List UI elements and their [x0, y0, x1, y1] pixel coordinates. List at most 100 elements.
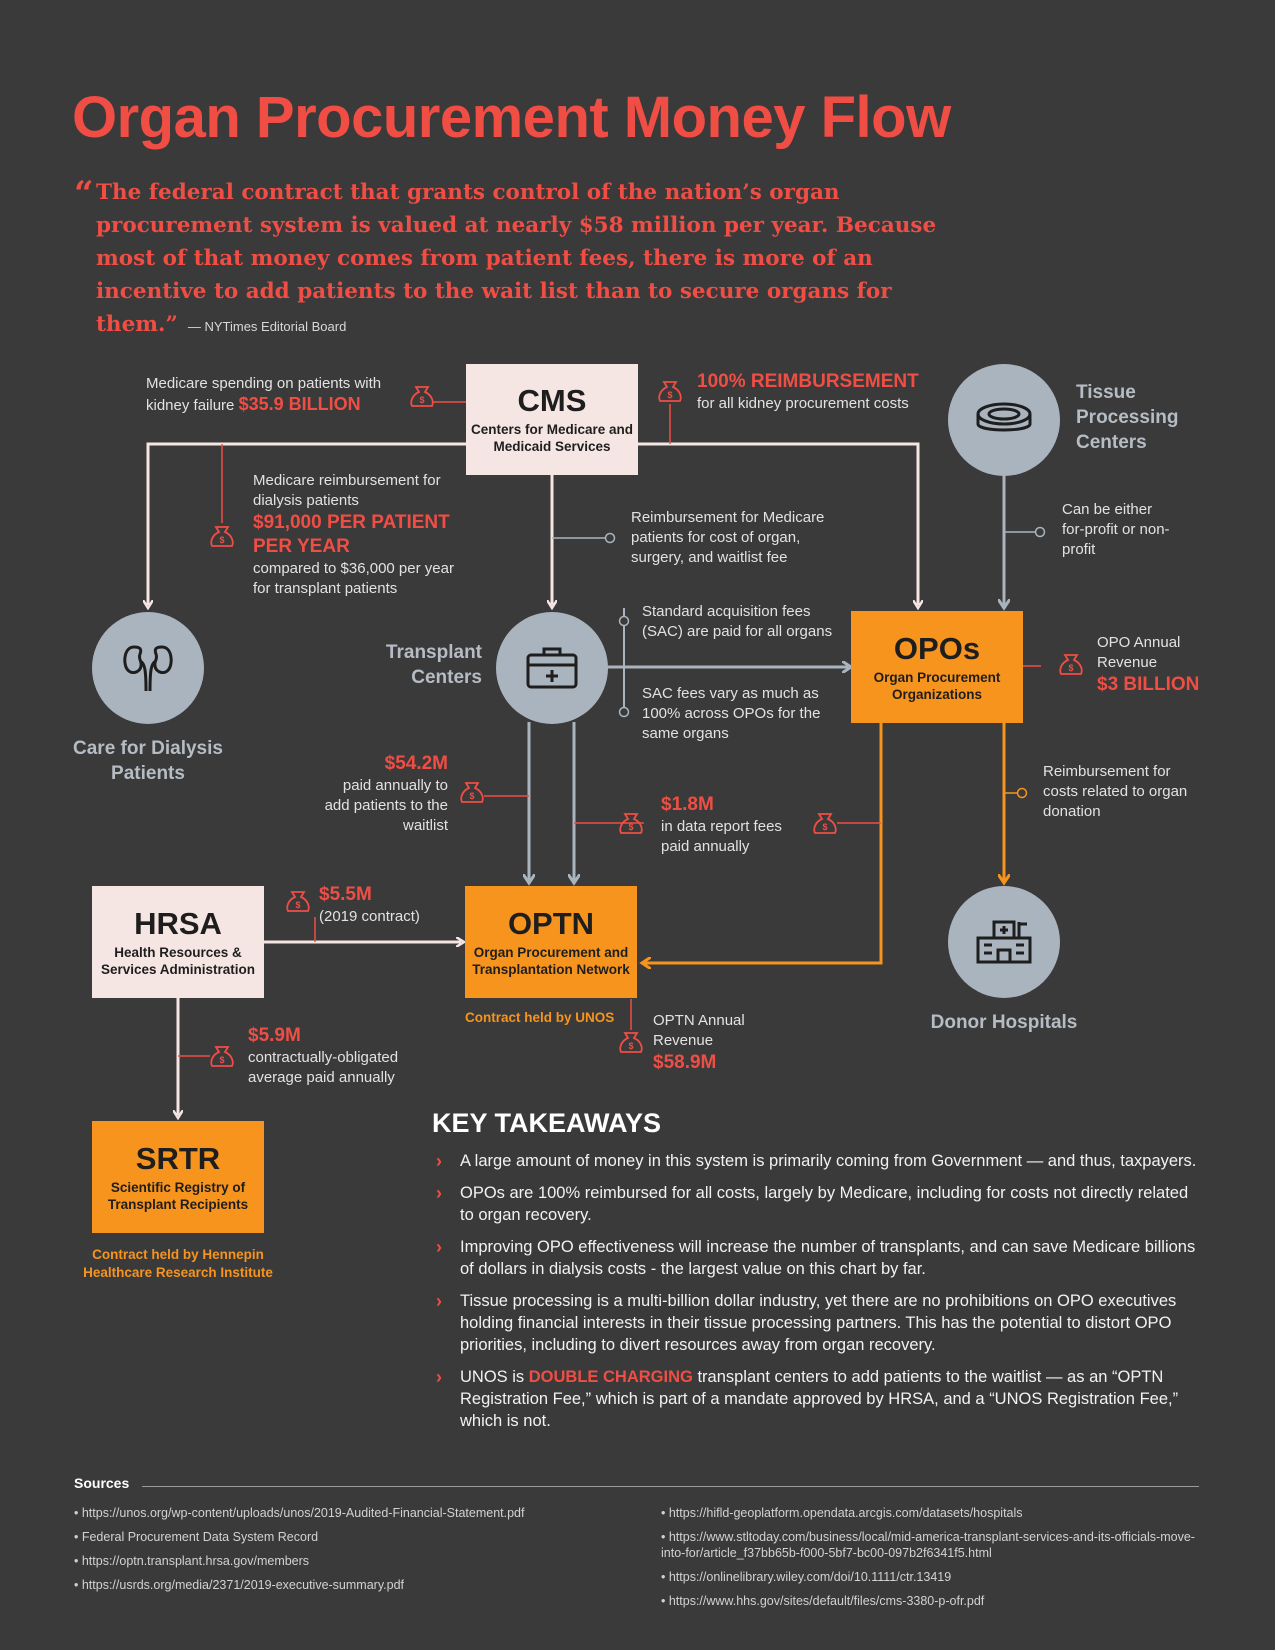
- source-item: • Federal Procurement Data System Record: [74, 1530, 319, 1544]
- source-item: • https://www.hhs.gov/sites/default/file…: [661, 1594, 985, 1608]
- dialysis-node: [92, 612, 204, 724]
- key-takeaways-title: KEY TAKEAWAYS: [432, 1108, 662, 1138]
- money-bag-icon: [460, 782, 484, 803]
- chevron-right-icon: ›: [436, 1151, 442, 1171]
- quote-mark: “: [74, 174, 94, 214]
- takeaway-item: › OPOs are 100% reimbursed for all costs,…: [436, 1182, 1206, 1226]
- money-bag-icon: [619, 1032, 643, 1053]
- srtr-title: SRTR: [135, 1140, 221, 1176]
- money-bag-icon: [210, 1046, 234, 1067]
- data-fees-amount: $1.8M: [661, 794, 714, 815]
- cms-subtitle: Centers for Medicare and Medicaid Servic…: [470, 422, 634, 454]
- takeaway-item: › A large amount of money in this system …: [436, 1150, 1206, 1172]
- cms-to-dialysis-line: [148, 442, 468, 605]
- donation-reimbursement-note: Reimbursement for costs related to organ…: [1043, 763, 1188, 820]
- dialysis-reimbursement-compare: compared to $36,000 per year for transpl…: [253, 560, 454, 597]
- money-bag-icon: [658, 381, 682, 402]
- srtr-payment-note: $5.9M contractually-obligated average pa…: [248, 1024, 438, 1088]
- sac-vary-note: SAC fees vary as much as 100% across OPO…: [642, 685, 821, 742]
- sources-title: Sources: [74, 1475, 130, 1491]
- takeaway-item: › UNOS is DOUBLE CHARGING transplant cent…: [436, 1366, 1206, 1432]
- srtr-payment-text: contractually-obligated average paid ann…: [248, 1049, 399, 1086]
- money-bag-icon: [1059, 654, 1083, 675]
- money-bag-icon: [813, 813, 837, 834]
- editorial-quote: The federal contract that grants control…: [96, 176, 976, 343]
- hrsa-contract-note: $5.5M (2019 contract): [319, 883, 449, 927]
- optn-contract-holder: Contract held by UNOS: [465, 1010, 615, 1025]
- medical-kit-icon: [526, 647, 578, 689]
- takeaway-text: UNOS is: [460, 1368, 529, 1386]
- srtr-contract-holder: Contract held by Hennepin Healthcare Res…: [83, 1247, 273, 1280]
- quote-text: The federal contract that grants control…: [96, 180, 937, 337]
- data-fees-note: $1.8M in data report fees paid annually: [661, 793, 811, 857]
- takeaway-text: Tissue processing is a multi-billion dol…: [460, 1292, 1177, 1354]
- optn-title: OPTN: [507, 905, 595, 941]
- reimbursement-100-text: for all kidney procurement costs: [697, 395, 909, 412]
- opos-box: OPOs Organ Procurement Organizations: [851, 611, 1023, 723]
- cms-box: CMS Centers for Medicare and Medicaid Se…: [466, 364, 638, 475]
- page-title: Organ Procurement Money Flow: [72, 85, 951, 150]
- srtr-box: SRTR Scientific Registry of Transplant R…: [92, 1121, 264, 1233]
- transplant-centers-node: [496, 612, 608, 724]
- optn-revenue-amount: $58.9M: [653, 1052, 717, 1073]
- sources-right-column: • https://hifld-geoplatform.opendata.arc…: [661, 1505, 1206, 1617]
- dialysis-label: Care for Dialysis Patients: [73, 738, 223, 784]
- sources-left-column: • https://unos.org/wp-content/uploads/un…: [74, 1505, 634, 1601]
- dialysis-reimbursement-amount: $91,000 PER PATIENT PER YEAR: [253, 512, 450, 557]
- data-fees-text: in data report fees paid annually: [661, 818, 782, 855]
- petri-dish-icon: [976, 402, 1032, 432]
- dialysis-reimbursement-note: Medicare reimbursement for dialysis pati…: [253, 471, 458, 599]
- donor-hospitals-node: [948, 886, 1060, 998]
- tissue-profit-note: Can be either for-profit or non-profit: [1062, 501, 1170, 558]
- dialysis-reimbursement-text: Medicare reimbursement for dialysis pati…: [253, 472, 441, 509]
- source-item: • https://optn.transplant.hrsa.gov/membe…: [74, 1554, 310, 1568]
- opos-title: OPOs: [893, 630, 981, 666]
- money-bag-icon: [210, 526, 234, 547]
- cms-title: CMS: [517, 383, 587, 418]
- takeaway-text: Improving OPO effectiveness will increas…: [460, 1238, 1196, 1278]
- optn-box: OPTN Organ Procurement and Transplantati…: [465, 886, 637, 998]
- source-item: • https://hifld-geoplatform.opendata.arc…: [661, 1506, 1023, 1520]
- medicare-spending-amount: $35.9 BILLION: [238, 394, 361, 414]
- waitlist-fee-text: paid annually to add patients to the wai…: [324, 777, 448, 834]
- hrsa-contract-text: (2019 contract): [319, 908, 420, 925]
- transplant-reimbursement-note: Reimbursement for Medicare patients for …: [631, 509, 825, 566]
- optn-revenue-text: OPTN Annual Revenue: [653, 1012, 745, 1049]
- medicare-spending-text: Medicare spending on patients with kidne…: [146, 375, 382, 414]
- cms-to-opos-line: [637, 442, 918, 605]
- tissue-processing-label: Tissue Processing Centers: [1076, 382, 1179, 453]
- reimbursement-100-heading: 100% REIMBURSEMENT: [697, 371, 919, 392]
- source-item: • https://onlinelibrary.wiley.com/doi/10…: [661, 1570, 952, 1584]
- chevron-right-icon: ›: [436, 1367, 442, 1387]
- chevron-right-icon: ›: [436, 1291, 442, 1311]
- key-takeaways-list: › A large amount of money in this system …: [436, 1150, 1206, 1442]
- opos-subtitle: Organ Procurement Organizations: [873, 669, 1001, 702]
- takeaway-item: › Tissue processing is a multi-billion do…: [436, 1290, 1206, 1356]
- srtr-subtitle: Scientific Registry of Transplant Recipi…: [107, 1179, 249, 1212]
- opo-revenue-text: OPO Annual Revenue: [1097, 634, 1181, 671]
- waitlist-fee-note: $54.2M paid annually to add patients to …: [318, 752, 448, 836]
- chevron-right-icon: ›: [436, 1237, 442, 1257]
- takeaway-text: A large amount of money in this system i…: [460, 1152, 1197, 1170]
- takeaway-text: OPOs are 100% reimbursed for all costs, …: [460, 1184, 1189, 1224]
- waitlist-fee-amount: $54.2M: [384, 753, 448, 774]
- quote-attribution: — NYTimes Editorial Board: [187, 319, 347, 334]
- sources-divider: [142, 1486, 1199, 1487]
- source-item: • https://unos.org/wp-content/uploads/un…: [74, 1506, 525, 1520]
- money-bag-icon: [286, 891, 310, 912]
- source-item: • https://www.stltoday.com/business/loca…: [661, 1530, 1195, 1560]
- kidneys-icon: [123, 645, 173, 692]
- tissue-processing-node: [948, 364, 1060, 476]
- takeaway-item: › Improving OPO effectiveness will increa…: [436, 1236, 1206, 1280]
- donor-hospitals-label: Donor Hospitals: [930, 1012, 1078, 1033]
- chevron-right-icon: ›: [436, 1183, 442, 1203]
- opo-revenue-note: OPO Annual Revenue $3 BILLION: [1097, 633, 1207, 697]
- opos-to-optn-line: [645, 723, 883, 963]
- hospital-icon: [976, 920, 1032, 964]
- optn-revenue-note: OPTN Annual Revenue $58.9M: [653, 1011, 763, 1075]
- reimbursement-100-note: 100% REIMBURSEMENT for all kidney procur…: [697, 370, 947, 414]
- medicare-spending-note: Medicare spending on patients with kidne…: [146, 374, 416, 416]
- sac-fees-note: Standard acquisition fees (SAC) are paid…: [642, 603, 833, 640]
- hrsa-box: HRSA Health Resources & Services Adminis…: [92, 886, 264, 998]
